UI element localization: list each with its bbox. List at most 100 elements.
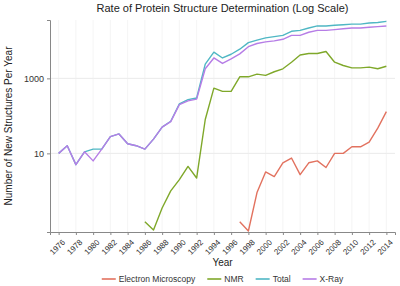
series-line (145, 52, 387, 231)
x-tick-label: 2008 (324, 237, 343, 256)
x-tick-mark (145, 232, 146, 235)
x-grid-line (248, 20, 249, 232)
x-tick-label: 1998 (238, 237, 257, 256)
series-line (240, 112, 387, 231)
x-tick-mark (76, 232, 77, 235)
x-grid-line (351, 20, 352, 232)
x-tick: 1976 (48, 232, 67, 257)
x-tick-mark (300, 232, 301, 235)
x-tick: 2012 (359, 232, 378, 257)
y-tick-mark (47, 153, 50, 154)
x-tick: 2006 (307, 232, 326, 257)
x-tick-mark (59, 232, 60, 235)
x-axis-line (51, 233, 396, 236)
x-tick-label: 1996 (221, 237, 240, 256)
x-tick-mark (214, 232, 215, 235)
x-tick: 1998 (238, 232, 257, 257)
x-grid-line (110, 20, 111, 232)
x-grid-line (265, 20, 266, 232)
series-line (59, 21, 387, 164)
x-tick-mark (352, 232, 353, 235)
legend-item: Electron Microscopy (102, 274, 196, 284)
y-tick: 1000 (24, 74, 50, 84)
y-axis-title: Number of New Structures Per Year (3, 46, 14, 206)
x-tick-mark (283, 232, 284, 235)
legend-item: X-Ray (303, 274, 344, 284)
x-tick: 2014 (376, 232, 395, 257)
legend-swatch (102, 278, 116, 280)
x-axis-title: Year (212, 257, 233, 268)
x-tick: 2010 (341, 232, 360, 257)
x-tick-mark (162, 232, 163, 235)
x-grid-line (300, 20, 301, 232)
x-tick-label: 1984 (117, 237, 136, 256)
x-grid-line (144, 20, 145, 232)
x-grid-line (58, 20, 59, 232)
x-grid-line (196, 20, 197, 232)
x-tick-label: 1976 (48, 237, 67, 256)
x-tick-mark (231, 232, 232, 235)
x-tick: 1988 (152, 232, 171, 257)
x-tick-mark (179, 232, 180, 235)
x-grid-line (334, 20, 335, 232)
legend-item: NMR (207, 274, 243, 284)
x-tick-label: 2002 (272, 237, 291, 256)
series-line (59, 26, 387, 165)
x-tick: 2000 (255, 232, 274, 257)
x-tick: 1996 (221, 232, 240, 257)
x-tick-mark (386, 232, 387, 235)
x-tick-label: 1992 (186, 237, 205, 256)
x-grid-line (179, 20, 180, 232)
grid (50, 20, 395, 232)
y-tick: 10 (34, 149, 50, 159)
x-grid-line (386, 20, 387, 232)
x-tick-label: 2004 (290, 237, 309, 256)
y-axis: 10 1000 (24, 21, 51, 233)
legend-label: Total (273, 274, 291, 284)
x-tick-label: 2010 (341, 237, 360, 256)
x-grid-line (317, 20, 318, 232)
y-tick-label: 1000 (24, 74, 44, 84)
x-tick-label: 1986 (134, 237, 153, 256)
x-tick-label: 2006 (307, 237, 326, 256)
x-tick: 1990 (169, 232, 188, 257)
x-tick-mark (335, 232, 336, 235)
x-tick-label: 1978 (65, 237, 84, 256)
x-grid-line (93, 20, 94, 232)
x-tick-label: 1990 (169, 237, 188, 256)
x-tick-label: 2012 (359, 237, 378, 256)
x-tick: 2002 (272, 232, 291, 257)
legend-label: NMR (224, 274, 243, 284)
x-tick-label: 2014 (376, 237, 395, 256)
x-tick: 1980 (83, 232, 102, 257)
x-tick-label: 1994 (203, 237, 222, 256)
x-tick-mark (266, 232, 267, 235)
legend-swatch (256, 278, 270, 280)
x-tick: 2004 (290, 232, 309, 257)
x-axis: 1976197819801982198419861988199019921994… (48, 232, 395, 257)
x-tick-mark (197, 232, 198, 235)
x-tick-label: 1988 (152, 237, 171, 256)
y-grid-line (50, 78, 395, 79)
legend-swatch (303, 278, 317, 280)
plot-lines (59, 21, 387, 231)
legend-swatch (207, 278, 221, 280)
y-tick-label: 10 (34, 149, 44, 159)
x-tick-label: 1980 (83, 237, 102, 256)
x-tick-mark (248, 232, 249, 235)
y-axis-line (47, 21, 51, 233)
x-tick-mark (317, 232, 318, 235)
x-grid-line (231, 20, 232, 232)
legend-item: Total (256, 274, 291, 284)
legend: Electron Microscopy NMR Total X-Ray (102, 274, 344, 284)
y-tick-mark (47, 78, 50, 79)
x-tick-mark (369, 232, 370, 235)
x-tick: 2008 (324, 232, 343, 257)
x-tick-label: 2000 (255, 237, 274, 256)
x-tick: 1994 (203, 232, 222, 257)
legend-label: X-Ray (320, 274, 344, 284)
x-grid-line (162, 20, 163, 232)
x-tick-label: 1982 (100, 237, 119, 256)
x-tick: 1992 (186, 232, 205, 257)
chart: 1976197819801982198419861988199019921994… (0, 0, 400, 286)
